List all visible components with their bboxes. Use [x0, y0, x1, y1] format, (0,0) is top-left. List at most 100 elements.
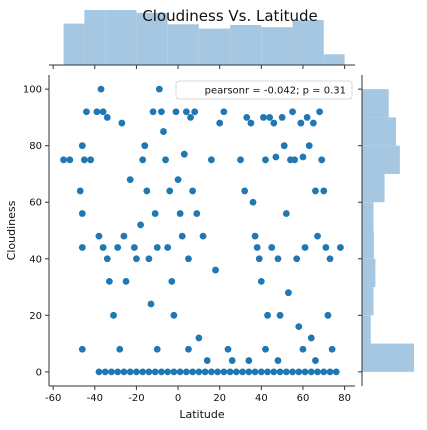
scatter-point	[305, 142, 313, 150]
scatter-point	[108, 368, 115, 376]
top-hist-bar	[136, 12, 168, 65]
x-tick-label: 60	[297, 393, 310, 404]
scatter-point	[182, 368, 190, 376]
scatter-point	[243, 114, 251, 121]
scatter-point	[270, 119, 278, 127]
top-hist-bar	[84, 10, 106, 65]
scatter-point	[307, 368, 315, 376]
scatter-point	[251, 368, 259, 376]
top-hist-bar	[105, 10, 137, 65]
scatter-point	[105, 277, 113, 285]
scatter-point	[312, 357, 319, 364]
scatter-point	[214, 368, 222, 376]
scatter-point	[155, 85, 163, 93]
x-tick-label: 0	[175, 393, 181, 404]
labels: -60 -40 -20 0 20 40 60 80 0 20 40 60 80 100 Latitude Cl…	[5, 7, 353, 421]
scatter-point	[282, 368, 290, 376]
top-hist-bar	[63, 23, 85, 66]
scatter-point	[332, 368, 340, 376]
scatter-point	[212, 266, 219, 274]
scatter-point	[120, 232, 128, 240]
scatter-point	[255, 255, 263, 263]
x-axis-label: Latitude	[179, 408, 225, 421]
scatter-point	[264, 368, 271, 376]
scatter-point	[220, 368, 228, 376]
scatter-point	[93, 108, 101, 116]
scatter-point	[195, 334, 203, 342]
y-tick-label: 60	[29, 198, 42, 209]
x-tick-label: 80	[338, 393, 351, 404]
scatter-point	[133, 255, 140, 263]
scatter-point	[120, 368, 128, 376]
scatter-point	[272, 153, 280, 161]
scatter-point	[328, 345, 336, 353]
right-histogram	[362, 89, 414, 372]
scatter-point	[170, 311, 178, 319]
scatter-point	[78, 345, 86, 353]
scatter-point	[139, 156, 147, 164]
scatter-point	[262, 156, 269, 164]
top-hist-bar	[261, 27, 293, 65]
scatter-point	[201, 368, 209, 376]
x-tick-label: -60	[45, 393, 61, 404]
scatter-point	[284, 289, 292, 297]
top-hist-bar	[292, 20, 324, 65]
scatter-point	[237, 156, 244, 164]
scatter-point	[276, 368, 284, 376]
scatter-point	[95, 232, 103, 240]
scatter-point	[191, 108, 199, 116]
scatter-point	[126, 368, 134, 376]
scatter-point	[147, 300, 155, 308]
scatter-point	[251, 232, 259, 240]
scatter-point	[145, 368, 153, 376]
top-hist-bar	[167, 24, 199, 66]
right-hist-bar	[362, 117, 397, 146]
scatter-point	[299, 153, 307, 161]
right-hist-bar	[362, 89, 389, 118]
x-tick-label: -20	[128, 393, 144, 404]
scatter-point	[172, 108, 180, 116]
right-hist-bar	[362, 202, 374, 231]
y-tick-label: 80	[29, 141, 42, 152]
scatter-point	[83, 108, 90, 116]
right-hist-bar	[362, 315, 371, 344]
top-hist-bar	[230, 25, 262, 65]
scatter-point	[99, 108, 107, 116]
scatter-point	[220, 108, 228, 116]
scatter-point	[162, 156, 169, 164]
scatter-point	[203, 357, 211, 364]
scatter-point	[239, 368, 246, 376]
right-hist-bar	[362, 258, 376, 288]
scatter-point	[253, 244, 261, 251]
scatter-point	[274, 357, 282, 364]
scatter-point	[145, 255, 153, 263]
scatter-point	[274, 255, 282, 263]
scatter-point	[322, 244, 330, 251]
scatter-point	[326, 255, 334, 263]
scatter-point	[189, 368, 197, 376]
right-hist-bar	[362, 230, 374, 259]
scatter-point	[76, 187, 84, 195]
scatter-point	[78, 142, 86, 150]
scatter-point	[153, 244, 161, 251]
x-tick-label: 40	[255, 393, 268, 404]
annotation-box	[175, 80, 353, 100]
scatter-point	[320, 187, 328, 195]
scatter-point	[170, 368, 178, 376]
scatter-point	[216, 119, 224, 127]
scatter-point	[187, 114, 194, 121]
scatter-point	[297, 119, 305, 127]
scatter-point	[199, 232, 207, 240]
scatter-point	[320, 368, 328, 376]
scatter-point	[301, 244, 309, 251]
right-hist-bar	[362, 173, 385, 203]
scatter-point	[289, 368, 296, 376]
scatter-point	[103, 255, 111, 263]
scatter-point	[189, 187, 197, 195]
scatter-point	[278, 114, 286, 121]
top-hist-bar	[323, 54, 345, 65]
scatter-point	[110, 311, 117, 319]
scatter-point	[114, 244, 122, 251]
scatter-point	[133, 368, 140, 376]
